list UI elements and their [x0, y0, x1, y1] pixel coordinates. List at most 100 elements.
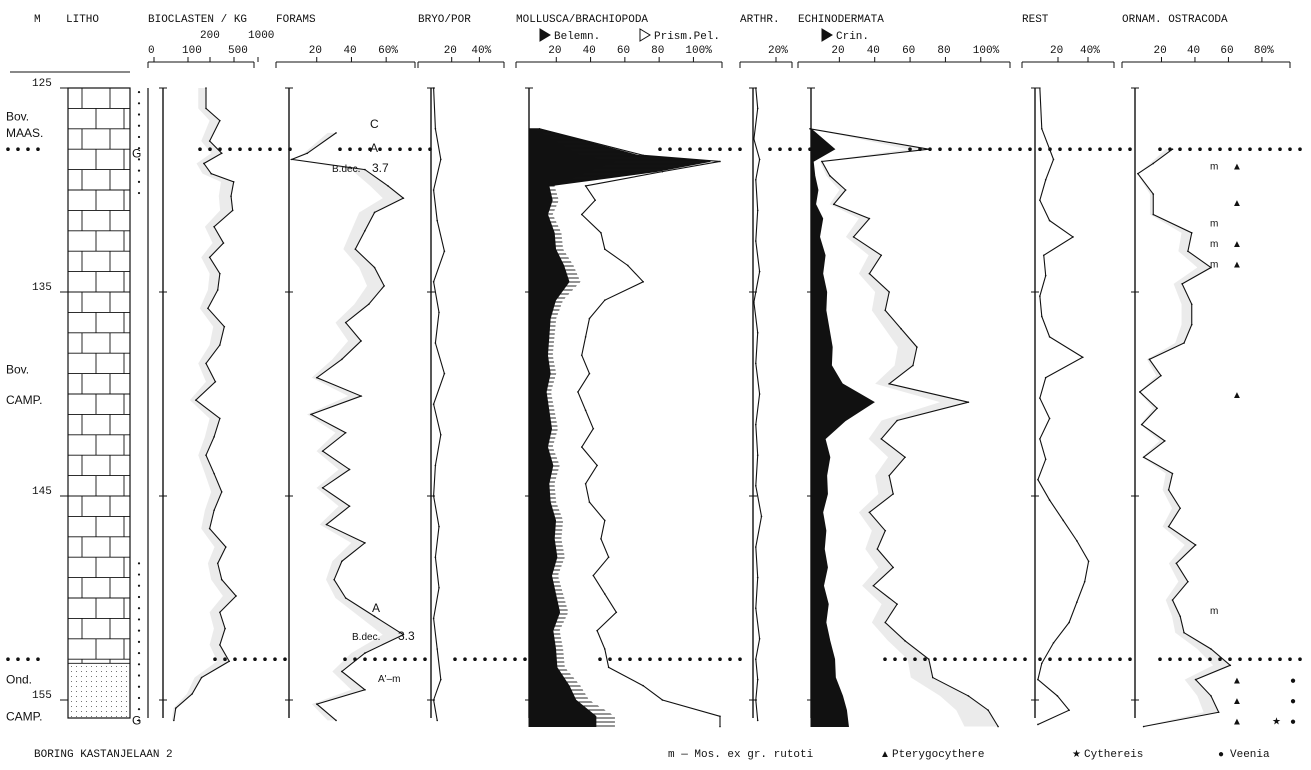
- boundary-dot: [618, 657, 622, 661]
- mollusca-data-point: [596, 629, 598, 632]
- litho-flint-dot: [137, 629, 141, 632]
- mollusca-legend-marker: [639, 28, 651, 42]
- litho-flint-dot: [137, 640, 141, 643]
- ostracoda-tick-label: 80%: [1254, 45, 1274, 57]
- boundary-dot: [36, 657, 40, 661]
- mollusca-data-point: [592, 427, 595, 430]
- boundary-dot: [368, 147, 372, 151]
- echinodermata-data-point: [896, 603, 898, 605]
- boundary-dot: [908, 147, 912, 151]
- echinodermata-data-point: [844, 189, 847, 191]
- ostracoda-data-point: [1152, 213, 1155, 216]
- litho-flint-dot: [137, 607, 141, 610]
- boundary-dot: [1168, 147, 1172, 151]
- boundary-dot: [728, 657, 732, 661]
- panel-bryopor: BRYO/POR 20 40%: [417, 14, 505, 722]
- litho-flint-dot: [137, 562, 141, 565]
- mollusca-legend-marker: [539, 28, 551, 42]
- boundary-dot: [933, 657, 937, 661]
- boundary-dot: [718, 657, 722, 661]
- boundary-dot: [1058, 657, 1062, 661]
- echinodermata-data-point: [852, 236, 855, 238]
- bryopor-data-point: [436, 719, 439, 722]
- mollusca-data-point: [592, 574, 595, 577]
- boundary-dot: [428, 147, 432, 151]
- boundary-dot: [1068, 147, 1072, 151]
- bioclasten-data-point: [208, 140, 211, 142]
- boundary-dot: [1178, 147, 1182, 151]
- rest-data-point: [1052, 642, 1055, 644]
- boundary-dot: [1198, 147, 1202, 151]
- boundary-dot: [998, 147, 1002, 151]
- ostracoda-data-point: [1167, 489, 1170, 491]
- boundary-dot: [1258, 657, 1262, 661]
- stage-label: Bov.: [6, 110, 29, 124]
- echinodermata-data-point: [904, 640, 906, 642]
- boundary-dot: [698, 147, 702, 151]
- boundary-dot: [223, 657, 227, 661]
- ostracoda-data-point: [1194, 678, 1197, 681]
- arthr-data-point: [755, 240, 757, 242]
- echinodermata-data-point: [884, 529, 887, 532]
- bioclasten-data-point: [205, 107, 207, 110]
- stage-label: CAMP.: [6, 709, 42, 723]
- mollusca-data-point: [615, 611, 618, 614]
- boundary-dot: [1108, 147, 1112, 151]
- forams-tick-label: 40: [343, 45, 356, 57]
- boundary-dot: [768, 147, 772, 151]
- ostracoda-data-point: [1179, 615, 1181, 618]
- rest-tick-label: 20: [1050, 45, 1063, 57]
- boundary-dot: [1218, 657, 1222, 661]
- bioclasten-data-point: [205, 87, 207, 89]
- echinodermata-tick-label: 100%: [973, 45, 1000, 57]
- boundary-dot: [883, 657, 887, 661]
- boundary-dot: [958, 147, 962, 151]
- bioclasten-data-point: [194, 399, 197, 401]
- rest-data-point: [1068, 621, 1070, 624]
- echinodermata-data-point: [868, 217, 871, 220]
- boundary-dot: [1018, 147, 1022, 151]
- boundary-dot: [263, 657, 267, 661]
- boundary-dot: [798, 147, 802, 151]
- legend-entry: Pterygocythere: [892, 749, 984, 761]
- mollusca-data-point: [594, 199, 596, 201]
- panel-echinodermata: ECHINODERMATA 20 40 60 80 100% Crin.: [797, 14, 1011, 728]
- boundary-dot: [393, 657, 397, 661]
- boundary-dot: [1038, 657, 1042, 661]
- forams-data-point: [325, 523, 328, 526]
- bryopor-data-point: [440, 158, 442, 161]
- boundary-dot: [638, 657, 642, 661]
- boundary-dot: [698, 657, 702, 661]
- boundary-dot: [36, 147, 40, 151]
- ostracoda-symbol: m: [1210, 162, 1218, 173]
- bioclasten-data-point: [208, 256, 211, 259]
- boundary-dot: [338, 147, 342, 151]
- rest-data-point: [1083, 580, 1086, 583]
- boundary-dot: [648, 657, 652, 661]
- boundary-dot: [453, 657, 457, 661]
- ostracoda-symbol: ●: [1290, 696, 1296, 707]
- forams-data-point: [348, 505, 351, 508]
- arthr-data-point: [755, 87, 757, 89]
- forams-data-point: [321, 450, 324, 452]
- arthr-data-point: [756, 332, 759, 334]
- boundary-dot: [968, 147, 972, 151]
- depth-axis-label: M: [34, 14, 41, 26]
- ostracoda-data-point: [1156, 407, 1158, 410]
- bioclasten-data-point: [232, 181, 235, 183]
- mollusca-data-point: [584, 409, 587, 412]
- boundary-dot: [658, 147, 662, 151]
- rest-data-point: [1087, 560, 1090, 563]
- forams-data-point: [383, 285, 385, 287]
- mollusca-data-point: [607, 666, 610, 669]
- forams-data-point: [402, 197, 405, 199]
- forams-data-point: [344, 431, 347, 434]
- litho-flint-dot: [137, 124, 141, 127]
- arthr-data-point: [756, 454, 759, 457]
- mollusca-header: MOLLUSCA/BRACHIOPODA: [516, 14, 648, 26]
- bryopor-data-point: [432, 699, 435, 701]
- echinodermata-data-point: [868, 511, 871, 514]
- forams-annotation: 3.3: [398, 629, 415, 643]
- rest-data-point: [1048, 499, 1051, 501]
